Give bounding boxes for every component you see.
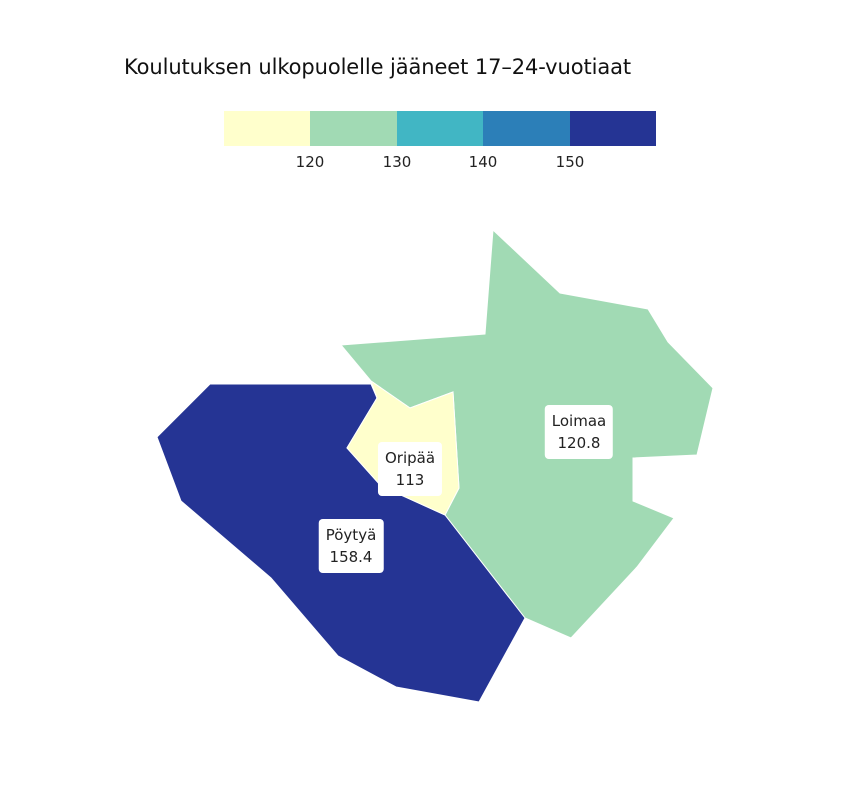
legend-swatch-3	[396, 111, 484, 146]
region-name: Pöytyä	[325, 526, 377, 544]
legend-tick-3: 140	[468, 153, 498, 171]
region-label-poytya: Pöytyä 158.4	[318, 519, 384, 573]
legend-swatch-5	[569, 111, 656, 146]
region-value: 120.8	[557, 434, 601, 452]
legend-swatch-2	[310, 111, 397, 146]
region-value: 158.4	[329, 548, 373, 566]
map-title: Koulutuksen ulkopuolelle jääneet 17–24-v…	[124, 55, 632, 79]
color-legend	[224, 111, 656, 146]
region-name: Oripää	[384, 449, 436, 467]
region-value: 113	[395, 471, 425, 489]
legend-swatch-1	[224, 111, 311, 146]
region-name: Loimaa	[551, 412, 607, 430]
region-label-loimaa: Loimaa 120.8	[544, 405, 614, 459]
legend-tick-1: 120	[295, 153, 325, 171]
region-label-oripaa: Oripää 113	[377, 442, 443, 496]
legend-tick-4: 150	[555, 153, 585, 171]
legend-swatch-4	[483, 111, 570, 146]
legend-tick-2: 130	[382, 153, 412, 171]
